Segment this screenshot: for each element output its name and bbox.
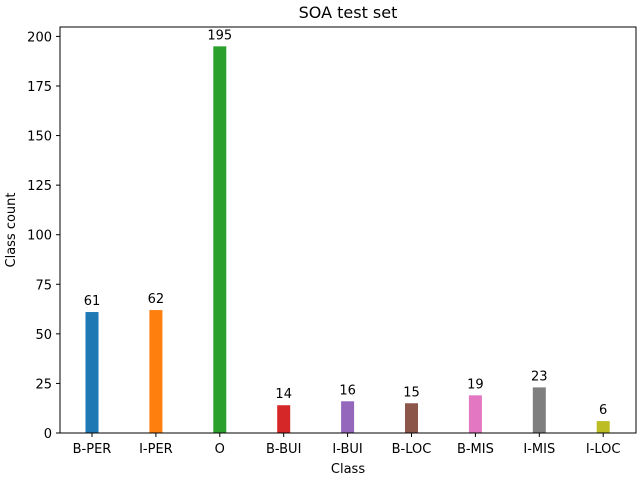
x-tick-label-b-mis: B-MIS	[457, 442, 494, 457]
y-tick-label-100: 100	[27, 229, 52, 244]
y-tick-label-25: 25	[35, 377, 52, 392]
data-label-i-per: 62	[148, 292, 165, 307]
data-label-b-per: 61	[84, 294, 101, 309]
x-tick-label-b-per: B-PER	[73, 442, 112, 457]
x-tick-label-i-per: I-PER	[139, 442, 173, 457]
data-label-o: 195	[207, 28, 232, 43]
data-label-b-bui: 14	[275, 387, 292, 402]
data-label-i-bui: 16	[339, 383, 356, 398]
bar-b-per	[85, 312, 99, 433]
data-label-b-loc: 15	[403, 385, 420, 400]
y-axis-ticks: 0 25 50 75 100 125 150 175 200	[27, 30, 60, 442]
y-tick-label-125: 125	[27, 179, 52, 194]
y-tick-label-200: 200	[27, 30, 52, 45]
x-tick-label-i-loc: I-LOC	[586, 442, 621, 457]
bar-i-bui	[341, 401, 355, 433]
x-tick-label-b-bui: B-BUI	[266, 442, 301, 457]
plot-frame	[59, 26, 637, 434]
y-tick-label-175: 175	[27, 80, 52, 95]
x-tick-label-i-mis: I-MIS	[523, 442, 555, 457]
bars-group	[85, 46, 610, 433]
y-tick-label-0: 0	[44, 427, 52, 442]
y-tick-label-150: 150	[27, 130, 52, 145]
bar-i-loc	[596, 421, 610, 433]
bar-b-mis	[468, 395, 482, 433]
bar-i-per	[149, 310, 163, 433]
bar-i-mis	[532, 387, 546, 433]
y-axis-label: Class count	[4, 192, 19, 267]
bar-b-bui	[277, 405, 291, 433]
bar-b-loc	[405, 403, 418, 433]
x-tick-label-b-loc: B-LOC	[392, 442, 432, 457]
data-label-b-mis: 19	[467, 377, 484, 392]
chart-title: SOA test set	[299, 3, 398, 22]
data-labels-group: 61 62 195 14 16 15 19 23 6	[84, 28, 608, 418]
bar-o	[213, 46, 227, 433]
y-tick-label-50: 50	[35, 328, 52, 343]
x-axis-label: Class	[331, 462, 365, 477]
data-label-i-mis: 23	[531, 369, 548, 384]
data-label-i-loc: 6	[599, 403, 607, 418]
x-axis-ticks: B-PER I-PER O B-BUI I-BUI B-LOC B-MIS I-MIS I-LO…	[73, 433, 621, 457]
y-tick-label-75: 75	[35, 278, 52, 293]
x-tick-label-o: O	[215, 442, 225, 457]
x-tick-label-i-bui: I-BUI	[332, 442, 362, 457]
